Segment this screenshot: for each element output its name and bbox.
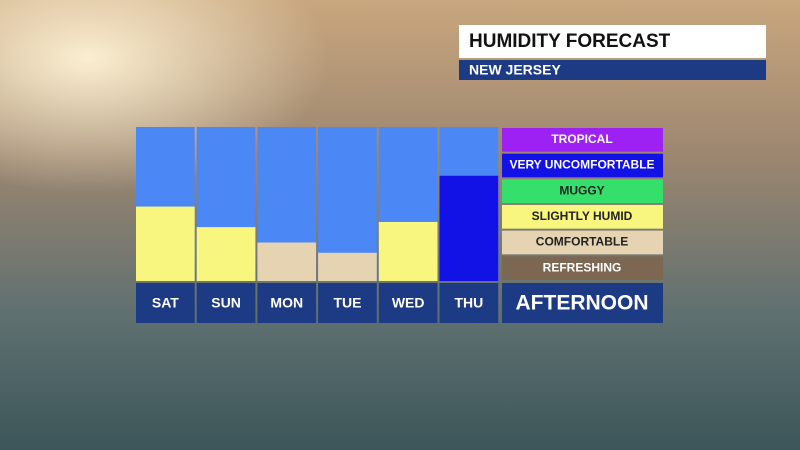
legend-swatch: [502, 153, 663, 178]
legend-swatch: [502, 205, 663, 229]
legend-label: MUGGY: [559, 183, 604, 197]
day-box: [378, 283, 438, 323]
bar: [257, 242, 317, 281]
legend-swatch: [502, 128, 663, 152]
x-tick-label: TUE: [333, 295, 361, 311]
x-tick-label: MON: [270, 295, 303, 311]
day-box: [196, 283, 256, 323]
legend-label: VERY UNCOMFORTABLE: [509, 158, 654, 172]
x-tick-label: THU: [454, 295, 483, 311]
bar: [439, 175, 499, 281]
legend-swatch: [502, 179, 663, 203]
bar: [378, 221, 438, 281]
day-box: [257, 283, 317, 323]
x-tick-label: SAT: [152, 295, 179, 311]
legend-label: REFRESHING: [543, 260, 622, 274]
subtitle-box: [459, 60, 766, 80]
period-box: [502, 283, 663, 323]
x-tick-label: SUN: [211, 295, 241, 311]
legend-label: COMFORTABLE: [536, 235, 628, 249]
bar: [136, 206, 195, 281]
legend-swatch: [502, 230, 663, 255]
legend-swatch: [502, 256, 663, 280]
day-box: [136, 283, 195, 323]
legend-label: TROPICAL: [551, 132, 612, 146]
title-box: [459, 25, 766, 58]
x-tick-label: WED: [392, 295, 425, 311]
subtitle: NEW JERSEY: [469, 62, 561, 78]
period-label: AFTERNOON: [516, 292, 649, 315]
bar: [318, 252, 377, 281]
bar: [196, 227, 256, 281]
day-box: [318, 283, 377, 323]
day-box: [439, 283, 499, 323]
legend-label: SLIGHTLY HUMID: [532, 209, 633, 223]
title: HUMIDITY FORECAST: [469, 31, 671, 52]
